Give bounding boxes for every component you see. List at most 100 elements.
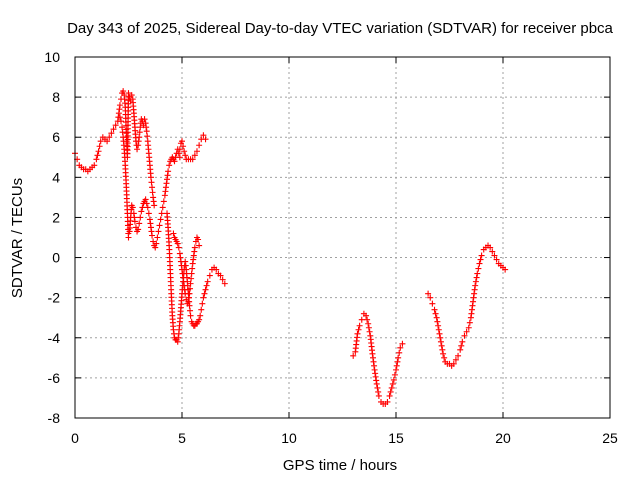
data-point	[198, 306, 205, 313]
data-point	[202, 286, 209, 293]
data-point	[213, 266, 220, 273]
data-point	[434, 318, 441, 325]
data-point	[116, 102, 123, 109]
data-point	[193, 148, 200, 155]
data-point	[143, 200, 150, 207]
data-point	[96, 143, 103, 150]
data-point	[465, 324, 472, 331]
data-point	[187, 307, 194, 314]
data-point	[144, 204, 151, 211]
data-point	[136, 129, 143, 136]
data-point	[202, 136, 209, 143]
axis-ticks	[74, 56, 611, 419]
data-point	[154, 234, 161, 241]
data-point	[463, 328, 470, 335]
y-tick-label: -4	[48, 330, 61, 346]
data-point	[395, 354, 402, 361]
data-point	[358, 316, 365, 323]
data-point	[176, 154, 183, 161]
data-point	[356, 322, 363, 329]
data-point	[439, 346, 446, 353]
data-point	[195, 236, 202, 243]
data-point	[188, 270, 195, 277]
data-point	[375, 388, 382, 395]
data-point	[171, 158, 178, 165]
data-point	[116, 114, 123, 121]
data-point	[472, 278, 479, 285]
data-point	[437, 334, 444, 341]
data-point	[108, 130, 115, 137]
data-point	[180, 143, 187, 150]
data-point	[433, 314, 440, 321]
data-point	[97, 138, 104, 145]
x-tick-label: 0	[71, 430, 79, 446]
data-point	[491, 252, 498, 259]
data-point	[95, 148, 102, 155]
data-point	[141, 116, 148, 123]
x-tick-label: 5	[178, 430, 186, 446]
data-point	[136, 134, 143, 141]
data-point	[174, 240, 181, 247]
data-point	[388, 384, 395, 391]
data-point	[142, 196, 149, 203]
data-point	[110, 126, 117, 133]
data-point	[384, 398, 391, 405]
data-point	[204, 278, 211, 285]
data-point	[152, 244, 159, 251]
data-point	[179, 138, 185, 145]
data-point	[450, 360, 457, 367]
data-point	[125, 90, 132, 97]
data-point	[158, 210, 165, 217]
data-point	[366, 328, 373, 335]
data-point	[149, 232, 156, 239]
data-point	[131, 218, 138, 225]
data-point	[475, 265, 482, 272]
data-point	[355, 326, 362, 333]
data-point	[170, 230, 177, 237]
data-point	[375, 392, 382, 399]
data-point	[144, 133, 151, 140]
data-point	[120, 88, 127, 95]
data-point	[129, 204, 136, 211]
data-point	[118, 118, 125, 125]
data-point	[387, 388, 394, 395]
data-point	[458, 342, 465, 349]
data-point	[365, 324, 372, 331]
data-point	[139, 204, 146, 211]
x-tick-label: 20	[495, 430, 511, 446]
plot-frame	[74, 56, 611, 419]
data-point	[196, 242, 203, 249]
data-point	[452, 356, 459, 363]
data-point	[386, 392, 393, 399]
data-point	[119, 124, 126, 131]
data-point	[432, 310, 439, 317]
data-point	[441, 354, 448, 361]
data-point	[393, 362, 400, 369]
data-point	[134, 146, 141, 153]
data-point	[466, 319, 473, 326]
data-point	[149, 189, 156, 196]
data-point	[200, 294, 207, 301]
data-point	[221, 280, 228, 287]
chart-title: Day 343 of 2025, Sidereal Day-to-day VTE…	[67, 20, 613, 37]
data-point	[159, 204, 166, 211]
data-point	[399, 340, 406, 347]
data-point	[112, 122, 119, 129]
data-point	[187, 312, 194, 319]
grid-lines	[75, 57, 610, 418]
y-tick-label: -2	[48, 290, 61, 306]
data-point	[181, 148, 188, 155]
data-point	[461, 332, 468, 339]
data-point	[374, 384, 381, 391]
data-point	[165, 168, 172, 175]
data-point	[489, 248, 496, 255]
data-point	[435, 322, 442, 329]
data-point	[187, 280, 194, 287]
y-tick-label: 0	[52, 250, 60, 266]
x-tick-label: 10	[281, 430, 297, 446]
data-point	[125, 234, 132, 241]
data-point	[502, 266, 509, 273]
data-point	[435, 326, 442, 333]
data-point	[436, 330, 443, 337]
